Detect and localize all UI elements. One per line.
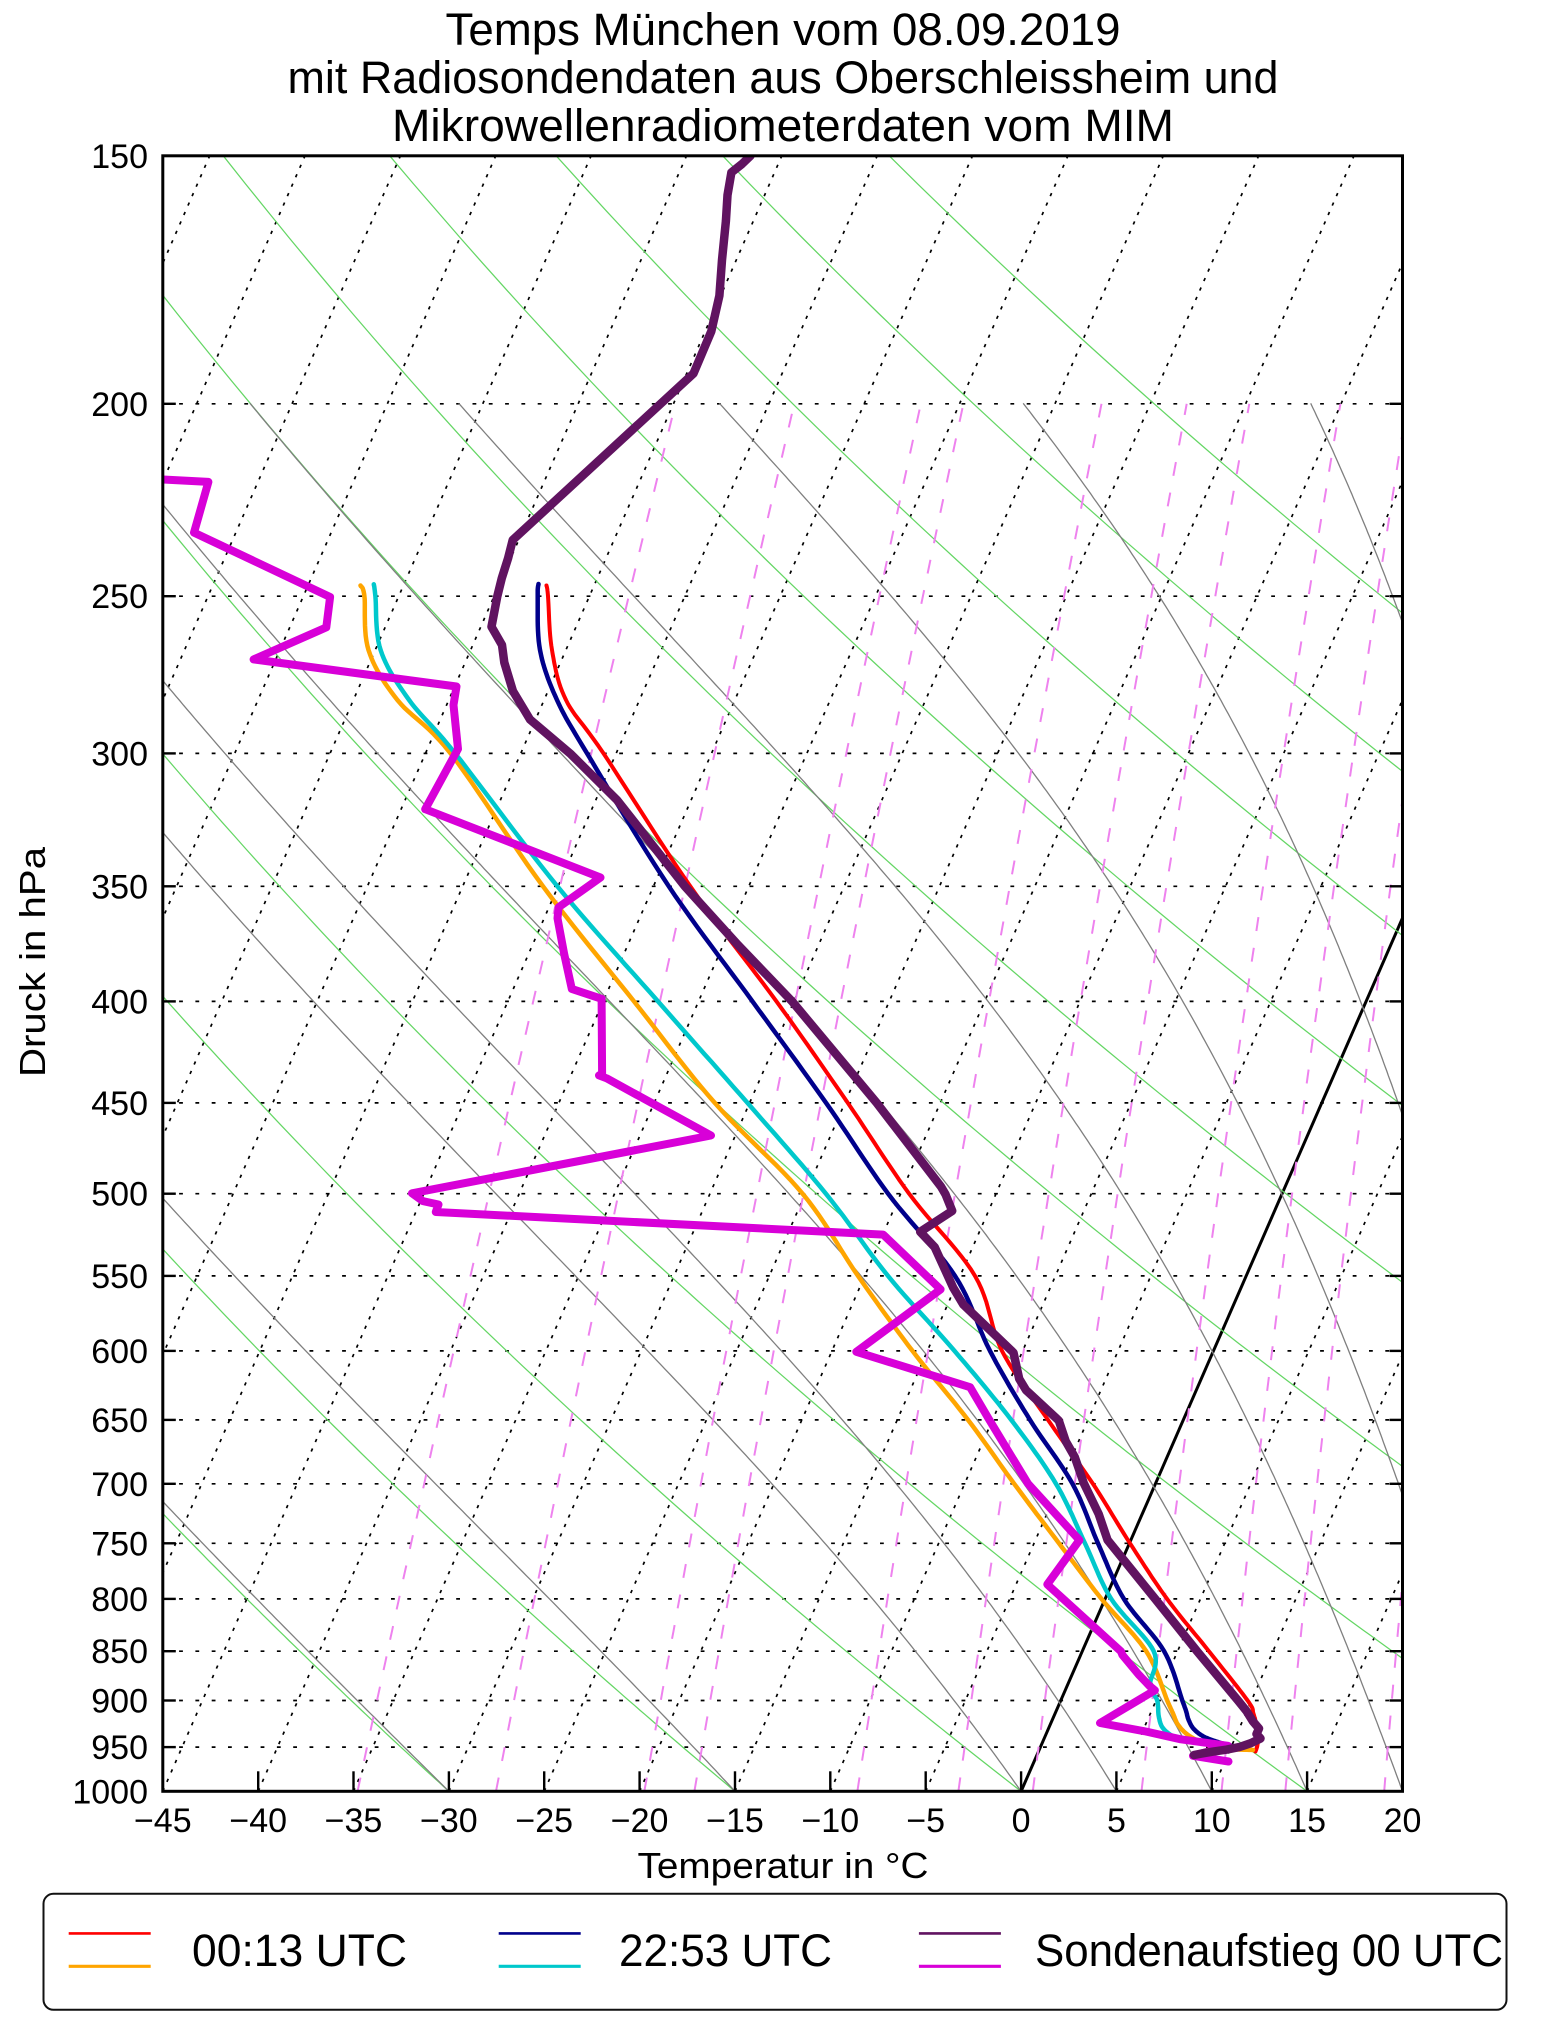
svg-text:5: 5 — [1107, 1802, 1126, 1840]
svg-text:20: 20 — [1384, 1802, 1422, 1840]
svg-text:−15: −15 — [706, 1802, 764, 1840]
svg-text:300: 300 — [91, 735, 148, 773]
svg-text:Sondenaufstieg 00 UTC: Sondenaufstieg 00 UTC — [1035, 1925, 1503, 1976]
svg-text:200: 200 — [91, 386, 148, 424]
svg-text:−45: −45 — [134, 1802, 192, 1840]
svg-text:500: 500 — [91, 1176, 148, 1214]
svg-text:−35: −35 — [325, 1802, 383, 1840]
svg-text:950: 950 — [91, 1729, 148, 1767]
svg-text:1000: 1000 — [72, 1773, 148, 1811]
svg-text:400: 400 — [91, 983, 148, 1021]
svg-text:250: 250 — [91, 578, 148, 616]
svg-text:150: 150 — [91, 138, 148, 176]
svg-text:700: 700 — [91, 1466, 148, 1504]
svg-text:450: 450 — [91, 1085, 148, 1123]
svg-text:−5: −5 — [906, 1802, 945, 1840]
svg-text:600: 600 — [91, 1333, 148, 1371]
svg-text:Mikrowellenradiometerdaten vom: Mikrowellenradiometerdaten vom MIM — [392, 100, 1174, 151]
svg-text:00:13 UTC: 00:13 UTC — [192, 1925, 407, 1976]
svg-text:900: 900 — [91, 1683, 148, 1721]
svg-text:850: 850 — [91, 1633, 148, 1671]
svg-text:350: 350 — [91, 868, 148, 906]
svg-text:mit Radiosondendaten aus Obers: mit Radiosondendaten aus Oberschleisshei… — [288, 52, 1279, 103]
svg-text:15: 15 — [1288, 1802, 1326, 1840]
svg-text:−30: −30 — [420, 1802, 478, 1840]
svg-text:−10: −10 — [801, 1802, 859, 1840]
svg-text:550: 550 — [91, 1258, 148, 1296]
svg-text:750: 750 — [91, 1525, 148, 1563]
svg-text:Temps München vom 08.09.2019: Temps München vom 08.09.2019 — [446, 4, 1121, 55]
svg-text:−40: −40 — [229, 1802, 287, 1840]
svg-text:0: 0 — [1012, 1802, 1031, 1840]
svg-text:10: 10 — [1193, 1802, 1231, 1840]
svg-text:Druck in hPa: Druck in hPa — [12, 846, 53, 1077]
svg-text:650: 650 — [91, 1402, 148, 1440]
svg-text:22:53 UTC: 22:53 UTC — [619, 1925, 832, 1976]
svg-text:Temperatur in °C: Temperatur in °C — [638, 1845, 929, 1886]
svg-text:−20: −20 — [611, 1802, 669, 1840]
svg-text:800: 800 — [91, 1581, 148, 1619]
svg-text:−25: −25 — [515, 1802, 573, 1840]
